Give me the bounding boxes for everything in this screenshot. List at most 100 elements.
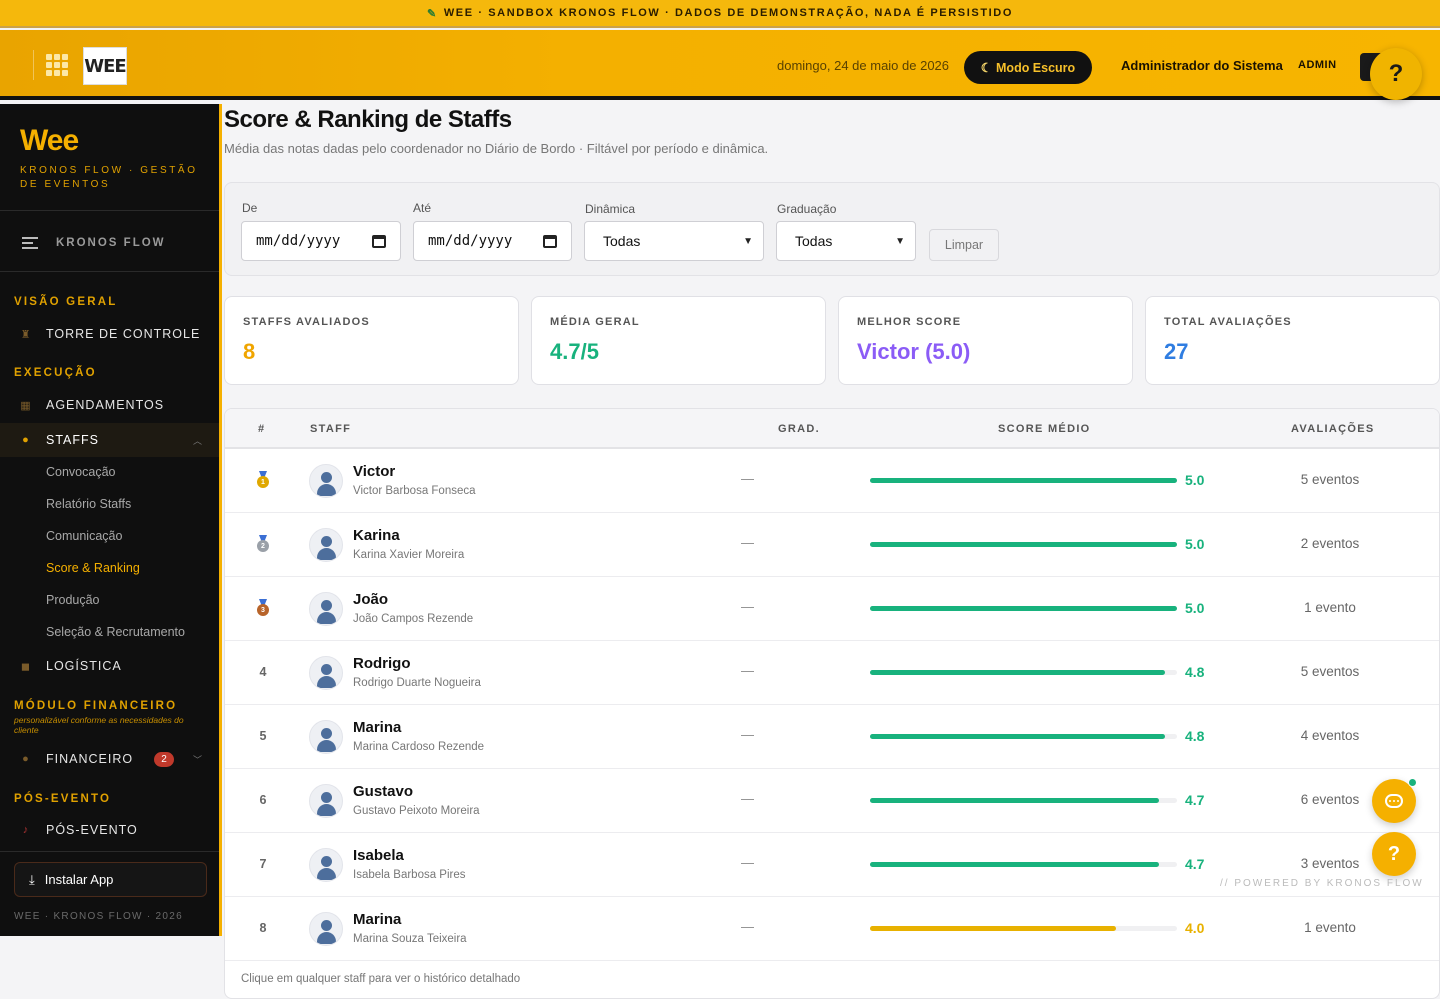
hamburger-icon	[22, 237, 38, 249]
staff-name[interactable]: Marina	[353, 719, 402, 736]
install-app-button[interactable]: ⤓ Instalar App	[14, 862, 207, 897]
menu-label: KRONOS FLOW	[56, 237, 166, 249]
staff-full-name: Isabela Barbosa Pires	[353, 869, 466, 881]
evaluation-count: 5 eventos	[1300, 472, 1360, 487]
col-score: SCORE MÉDIO	[998, 423, 1091, 435]
score-bar	[870, 862, 1177, 867]
page-subtitle: Média das notas dadas pelo coordenador n…	[224, 141, 769, 156]
nav-staffs[interactable]: ● STAFFS ︿	[0, 423, 219, 457]
nav-control-tower[interactable]: ♜ TORRE DE CONTROLE	[0, 317, 219, 351]
evaluation-count: 2 eventos	[1300, 536, 1360, 551]
subnav-communication[interactable]: Comunicação	[46, 529, 123, 543]
staff-full-name: Marina Souza Teixeira	[353, 933, 467, 945]
score-value: 4.8	[1185, 664, 1205, 680]
staff-name[interactable]: Rodrigo	[353, 655, 411, 672]
header-divider	[33, 50, 34, 80]
dark-mode-button[interactable]: ☾ Modo Escuro	[964, 51, 1092, 84]
staff-name[interactable]: João	[353, 591, 389, 608]
table-row[interactable]: 1 Victor Victor Barbosa Fonseca — 5.0 5 event…	[225, 449, 1439, 513]
apps-grid-icon[interactable]	[46, 54, 68, 76]
section-post-event: PÓS-EVENTO	[14, 793, 112, 805]
help-top-button[interactable]: ?	[1370, 48, 1422, 100]
chat-button[interactable]	[1372, 779, 1416, 823]
staff-full-name: Victor Barbosa Fonseca	[353, 485, 476, 497]
table-row[interactable]: 4 Rodrigo Rodrigo Duarte Nogueira — 4.8 5 eve…	[225, 641, 1439, 705]
dynamic-select[interactable]: Todas ▼	[584, 221, 764, 261]
kpi-value: 8	[243, 339, 256, 364]
subnav-production[interactable]: Produção	[46, 593, 100, 607]
brand-name: Wee	[20, 124, 79, 157]
install-label: Instalar App	[44, 872, 114, 887]
score-bar	[870, 606, 1177, 611]
bronze-medal-icon: 3	[256, 599, 270, 617]
table-row[interactable]: 3 João João Campos Rezende — 5.0 1 evento	[225, 577, 1439, 641]
table-row[interactable]: 8 Marina Marina Souza Teixeira — 4.0 1 evento	[225, 897, 1439, 961]
staff-name[interactable]: Karina	[353, 527, 400, 544]
nav-schedules[interactable]: ▦ AGENDAMENTOS	[0, 388, 219, 422]
guitar-icon: ♪	[22, 824, 30, 836]
nav-label: FINANCEIRO	[46, 752, 134, 766]
help-button[interactable]: ?	[1372, 832, 1416, 876]
staff-name[interactable]: Marina	[353, 911, 402, 928]
kpi-value: Victor (5.0)	[857, 339, 971, 364]
sidebar: Wee KRONOS FLOW · GESTÃO DE EVENTOS KRON…	[0, 104, 222, 936]
score-bar	[870, 926, 1177, 931]
subnav-recruitment[interactable]: Seleção & Recrutamento	[46, 625, 185, 639]
score-bar-fill	[870, 926, 1116, 931]
score-bar	[870, 798, 1177, 803]
avatar-icon	[309, 592, 343, 626]
from-label: De	[242, 201, 258, 215]
avatar-icon	[309, 784, 343, 818]
clear-filters-button[interactable]: Limpar	[929, 229, 999, 261]
dark-mode-label: Modo Escuro	[996, 60, 1076, 75]
score-value: 4.7	[1185, 792, 1205, 808]
table-row[interactable]: 7 Isabela Isabela Barbosa Pires — 4.7 3 event…	[225, 833, 1439, 897]
staff-name[interactable]: Victor	[353, 463, 396, 480]
evaluation-count: 3 eventos	[1300, 856, 1360, 871]
chevron-down-icon: ﹀	[192, 754, 203, 765]
silver-medal-icon: 2	[256, 535, 270, 553]
subnav-report[interactable]: Relatório Staffs	[46, 497, 132, 511]
table-header: # STAFF GRAD. SCORE MÉDIO AVALIAÇÕES	[225, 409, 1439, 449]
grad-select[interactable]: Todas ▼	[776, 221, 916, 261]
score-bar-fill	[870, 670, 1165, 675]
grad-value: Todas	[795, 233, 833, 249]
table-row[interactable]: 6 Gustavo Gustavo Peixoto Moreira — 4.7 6 eve…	[225, 769, 1439, 833]
page-title: Score & Ranking de Staffs	[224, 106, 512, 133]
nav-label: STAFFS	[46, 433, 99, 447]
rank-number: 7	[259, 857, 267, 871]
from-date-input[interactable]: mm/dd/yyyy	[241, 221, 401, 261]
calendar-icon[interactable]	[372, 234, 386, 248]
table-row[interactable]: 2 Karina Karina Xavier Moreira — 5.0 2 evento…	[225, 513, 1439, 577]
calendar-icon[interactable]	[543, 234, 557, 248]
menu-toggle[interactable]: KRONOS FLOW	[22, 237, 166, 249]
staff-full-name: Marina Cardoso Rezende	[353, 741, 485, 753]
nav-finance[interactable]: ● FINANCEIRO ﹀	[0, 742, 219, 776]
table-row[interactable]: 5 Marina Marina Cardoso Rezende — 4.8 4 event…	[225, 705, 1439, 769]
rank-number: 5	[259, 729, 267, 743]
score-value: 5.0	[1185, 600, 1205, 616]
subnav-score-ranking[interactable]: Score & Ranking	[46, 561, 140, 575]
staff-name[interactable]: Isabela	[353, 847, 404, 864]
moon-icon: ☾	[980, 61, 993, 75]
nav-post-event[interactable]: ♪ PÓS-EVENTO	[0, 813, 219, 847]
section-finance: MÓDULO FINANCEIRO	[14, 700, 178, 712]
company-logo[interactable]: WEE	[83, 47, 127, 85]
gold-medal-icon: 1	[256, 471, 270, 489]
staff-grad: —	[741, 727, 754, 742]
score-value: 5.0	[1185, 536, 1205, 552]
staff-name[interactable]: Gustavo	[353, 783, 414, 800]
subnav-summons[interactable]: Convocação	[46, 465, 116, 479]
nav-label: LOGÍSTICA	[46, 659, 122, 673]
person-icon: ●	[22, 434, 30, 446]
evaluation-count: 6 eventos	[1300, 792, 1360, 807]
score-value: 5.0	[1185, 472, 1205, 488]
score-bar	[870, 542, 1177, 547]
to-date-input[interactable]: mm/dd/yyyy	[413, 221, 572, 261]
nav-logistics[interactable]: ◼ LOGÍSTICA	[0, 649, 219, 683]
finance-note: personalizável conforme as necessidades …	[14, 715, 184, 735]
kpi-label: MÉDIA GERAL	[550, 316, 640, 328]
kpi-average: MÉDIA GERAL 4.7/5	[531, 296, 826, 385]
score-bar-fill	[870, 734, 1165, 739]
evaluation-count: 4 eventos	[1300, 728, 1360, 743]
